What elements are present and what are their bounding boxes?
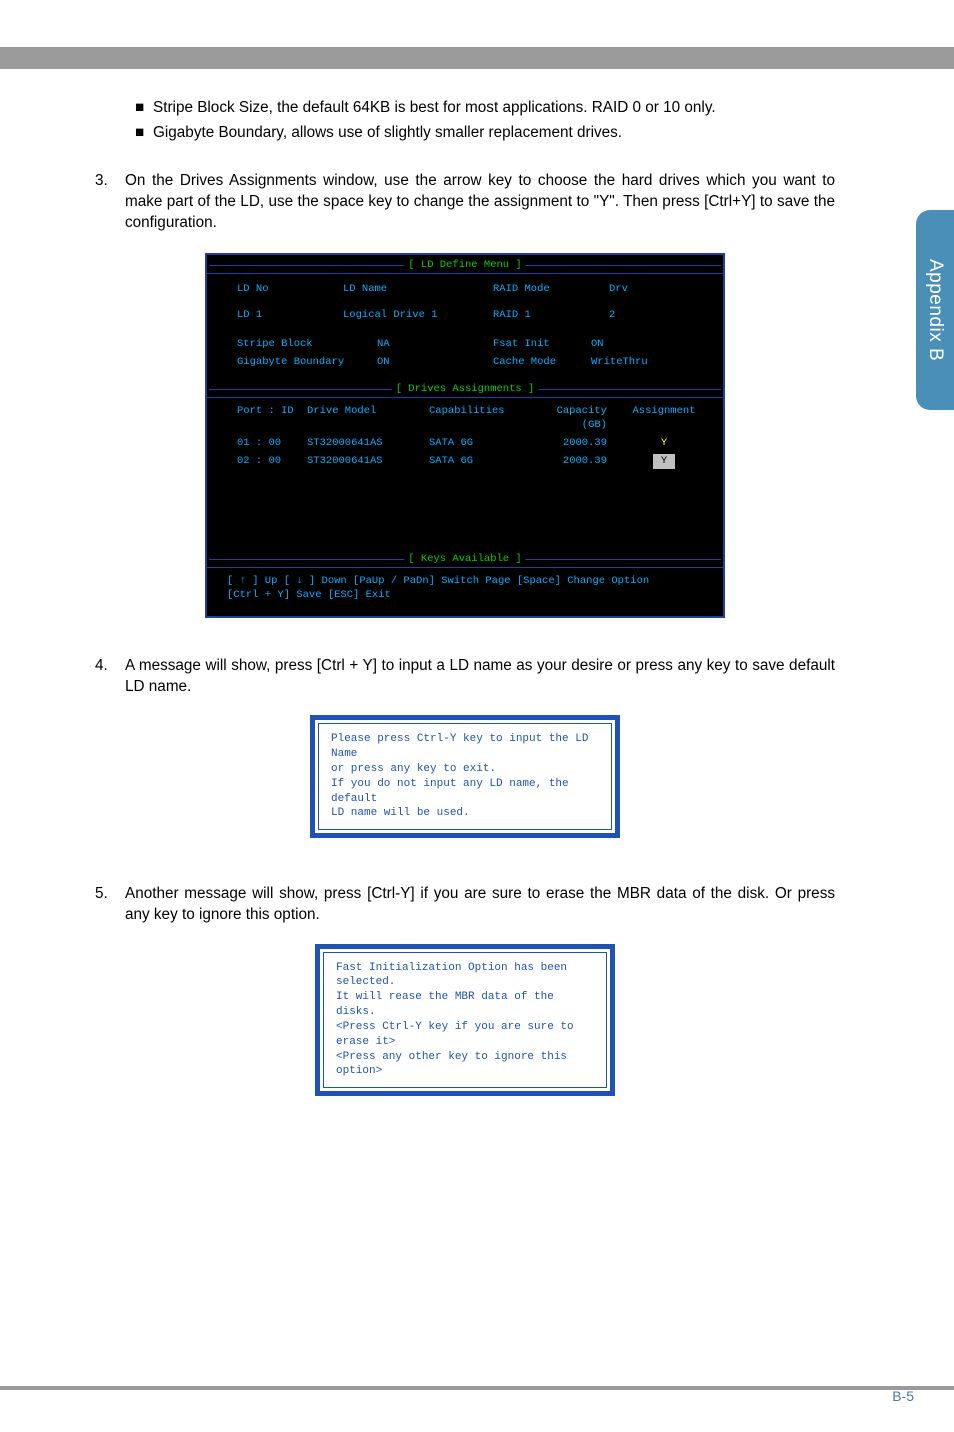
- footer-page: B-5: [892, 1388, 914, 1404]
- bios-drives-title: [ Drives Assignments ]: [392, 382, 539, 396]
- bios-stripe-row: Stripe Block NA Fsat Init ON: [237, 337, 703, 351]
- dialog-line: Please press Ctrl-Y key to input the LD …: [331, 732, 599, 762]
- gb-label: Gigabyte Boundary: [237, 355, 377, 369]
- dh-assign: Assignment: [627, 404, 701, 432]
- dh-gb: Capacity (GB): [529, 404, 627, 432]
- dialog-line: <Press any other key to ignore this opti…: [336, 1050, 594, 1080]
- side-tab-label: Appendix B: [924, 259, 946, 361]
- cache-val: WriteThru: [591, 355, 648, 369]
- dr-model: ST32000641AS: [307, 454, 429, 468]
- footer-bar: [0, 1386, 954, 1390]
- col-ldno: LD No: [237, 282, 343, 296]
- fsat-label: Fsat Init: [493, 337, 591, 351]
- dh-model: Drive Model: [307, 404, 429, 432]
- stripe-val: NA: [377, 337, 493, 351]
- bullet-text: Gigabyte Boundary, allows use of slightl…: [153, 123, 835, 144]
- dialog-inner: Fast Initialization Option has been sele…: [323, 952, 607, 1089]
- bios-keys-body: [ ↑ ] Up [ ↓ ] Down [PaUp / PaDn] Switch…: [207, 568, 723, 606]
- dialog-mbr: Fast Initialization Option has been sele…: [315, 944, 615, 1097]
- bios-gb-row: Gigabyte Boundary ON Cache Mode WriteThr…: [237, 355, 703, 369]
- bullet-text: Stripe Block Size, the default 64KB is b…: [153, 98, 835, 119]
- keys-line1: [ ↑ ] Up [ ↓ ] Down [PaUp / PaDn] Switch…: [227, 574, 703, 588]
- bios-header-row: LD No LD Name RAID Mode Drv: [237, 282, 703, 296]
- bios-title-text: [ LD Define Menu ]: [404, 258, 525, 272]
- val-raidmode: RAID 1: [493, 308, 609, 322]
- header-bar: [0, 47, 954, 69]
- step-number: 4.: [95, 656, 125, 697]
- dialog-line: Fast Initialization Option has been sele…: [336, 961, 594, 991]
- dr-cap: SATA 6G: [429, 454, 529, 468]
- bullet-marker: ■: [135, 98, 153, 119]
- dr-cap: SATA 6G: [429, 436, 529, 450]
- gb-val: ON: [377, 355, 493, 369]
- drives-header-row: Port : ID Drive Model Capabilities Capac…: [237, 404, 703, 432]
- side-tab: Appendix B: [916, 210, 954, 410]
- dr-model: ST32000641AS: [307, 436, 429, 450]
- bullet-marker: ■: [135, 123, 153, 144]
- dialog-line: If you do not input any LD name, the def…: [331, 777, 599, 807]
- val-ldno: LD 1: [237, 308, 343, 322]
- dr-port: 02 : 00: [237, 454, 307, 468]
- bios-keys-title: [ Keys Available ]: [404, 552, 525, 566]
- bios-drives-title-bar: [ Drives Assignments ]: [207, 380, 723, 398]
- bullet-item: ■ Gigabyte Boundary, allows use of sligh…: [135, 123, 835, 144]
- step-text: A message will show, press [Ctrl + Y] to…: [125, 656, 835, 697]
- dh-port: Port : ID: [237, 404, 307, 432]
- dialog-line: <Press Ctrl-Y key if you are sure to era…: [336, 1020, 594, 1050]
- cache-label: Cache Mode: [493, 355, 591, 369]
- dr-assign-hl: Y: [627, 454, 701, 468]
- col-drv: Drv: [609, 282, 671, 296]
- step-4: 4. A message will show, press [Ctrl + Y]…: [95, 656, 835, 697]
- bullet-list: ■ Stripe Block Size, the default 64KB is…: [135, 98, 835, 143]
- dialog-line: LD name will be used.: [331, 806, 599, 821]
- dialog-line: It will rease the MBR data of the disks.: [336, 990, 594, 1020]
- step-number: 5.: [95, 884, 125, 925]
- header-model: MS-7640: [857, 28, 914, 44]
- col-ldname: LD Name: [343, 282, 493, 296]
- bullet-item: ■ Stripe Block Size, the default 64KB is…: [135, 98, 835, 119]
- drive-row: 02 : 00 ST32000641AS SATA 6G 2000.39 Y: [237, 454, 703, 468]
- col-raidmode: RAID Mode: [493, 282, 609, 296]
- val-drv: 2: [609, 308, 671, 322]
- dr-gb: 2000.39: [529, 436, 627, 450]
- bios-screen: [ LD Define Menu ] LD No LD Name RAID Mo…: [205, 253, 725, 618]
- dr-assign: Y: [627, 436, 701, 450]
- stripe-label: Stripe Block: [237, 337, 377, 351]
- bios-data-row: LD 1 Logical Drive 1 RAID 1 2: [237, 308, 703, 322]
- page-content: ■ Stripe Block Size, the default 64KB is…: [95, 98, 835, 1142]
- step-text: On the Drives Assignments window, use th…: [125, 171, 835, 233]
- dialog-ld-name: Please press Ctrl-Y key to input the LD …: [310, 715, 620, 838]
- bios-define-body: LD No LD Name RAID Mode Drv LD 1 Logical…: [207, 274, 723, 379]
- bios-keys-title-bar: [ Keys Available ]: [207, 550, 723, 568]
- dh-cap: Capabilities: [429, 404, 529, 432]
- drive-row: 01 : 00 ST32000641AS SATA 6G 2000.39 Y: [237, 436, 703, 450]
- bios-title-bar: [ LD Define Menu ]: [207, 256, 723, 274]
- dr-gb: 2000.39: [529, 454, 627, 468]
- bios-drives-body: Port : ID Drive Model Capabilities Capac…: [207, 398, 723, 549]
- step-text: Another message will show, press [Ctrl-Y…: [125, 884, 835, 925]
- fsat-val: ON: [591, 337, 604, 351]
- keys-line2: [Ctrl + Y] Save [ESC] Exit: [227, 588, 703, 602]
- step-5: 5. Another message will show, press [Ctr…: [95, 884, 835, 925]
- dialog-line: or press any key to exit.: [331, 762, 599, 777]
- step-number: 3.: [95, 171, 125, 233]
- dr-port: 01 : 00: [237, 436, 307, 450]
- step-3: 3. On the Drives Assignments window, use…: [95, 171, 835, 233]
- dialog-inner: Please press Ctrl-Y key to input the LD …: [318, 723, 612, 830]
- val-ldname: Logical Drive 1: [343, 308, 493, 322]
